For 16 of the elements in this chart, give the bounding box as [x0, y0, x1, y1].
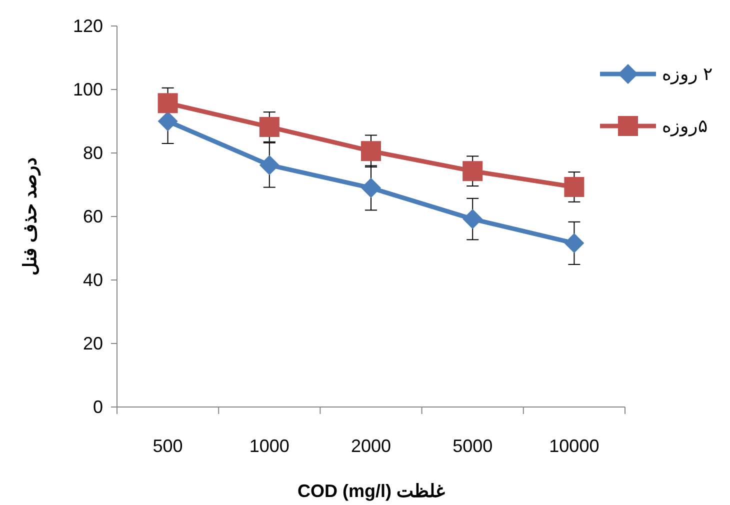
y-tick-label: 100 [72, 80, 103, 100]
y-tick-label: 60 [82, 206, 103, 226]
x-tick-label: 2000 [350, 436, 392, 456]
y-tick-label: 120 [72, 16, 103, 36]
x-tick-label: 1000 [249, 436, 290, 456]
y-tick-label: 40 [82, 270, 103, 290]
legend-label: ۲ روزه [662, 64, 714, 85]
y-tick-label: 80 [82, 143, 103, 163]
y-axis-title: درصد حذف فنل [20, 157, 41, 276]
x-tick-label: 10000 [549, 436, 600, 456]
y-tick-label: 0 [92, 397, 103, 417]
x-tick-label: 500 [152, 436, 183, 456]
y-tick-label: 20 [82, 334, 103, 354]
legend-label: ۵روزه [662, 116, 708, 137]
x-tick-label: 5000 [452, 436, 493, 456]
x-axis-title: غلظت COD (mg/l) [297, 481, 446, 501]
